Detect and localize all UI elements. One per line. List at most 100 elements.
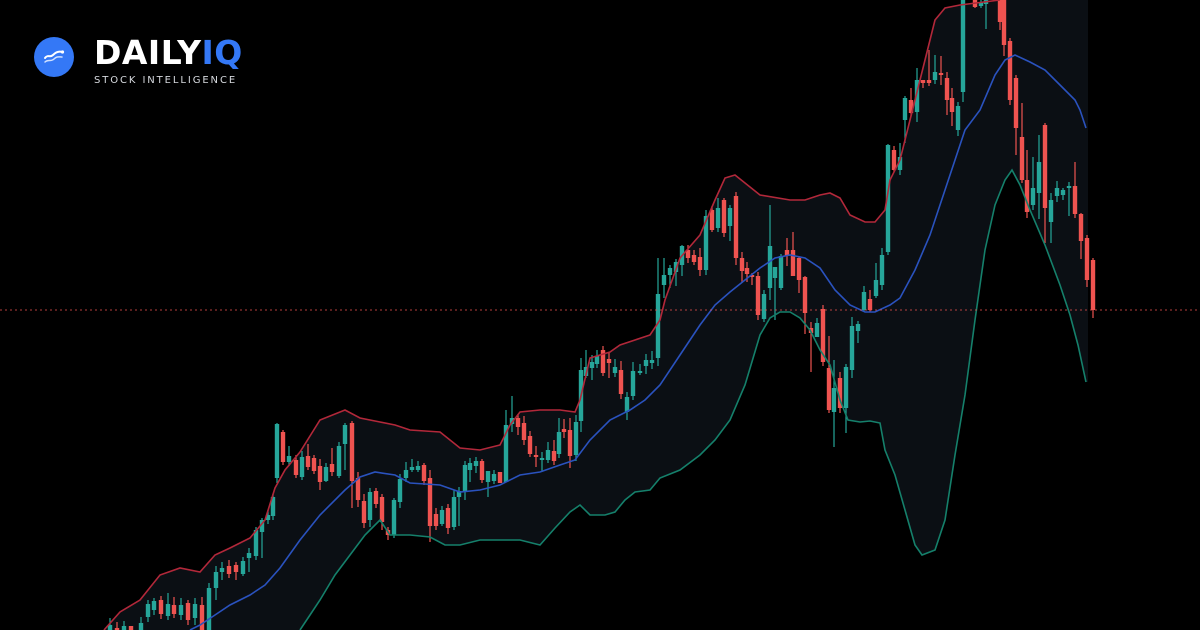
down-candle	[1013, 78, 1019, 128]
up-candle	[914, 80, 920, 112]
down-candle	[997, 0, 1003, 22]
up-candle	[594, 356, 600, 364]
down-candle	[949, 98, 955, 112]
up-candle	[259, 520, 265, 532]
down-candle	[1007, 41, 1013, 100]
down-candle	[867, 299, 873, 310]
up-candle	[897, 157, 903, 170]
up-candle	[145, 604, 151, 617]
up-candle	[439, 510, 445, 524]
down-candle	[305, 456, 311, 467]
down-candle	[445, 508, 451, 528]
down-candle	[128, 626, 134, 630]
up-candle	[879, 255, 885, 285]
down-candle	[926, 80, 932, 83]
down-candle	[433, 514, 439, 526]
up-candle	[643, 360, 649, 366]
up-candle	[778, 256, 784, 288]
up-candle	[703, 216, 709, 270]
down-candle	[329, 464, 335, 472]
up-candle	[831, 388, 837, 412]
brand-logo: DAILYIQ STOCK INTELLIGENCE	[34, 36, 243, 86]
up-candle	[556, 432, 562, 454]
down-candle	[521, 423, 527, 440]
up-candle	[637, 371, 643, 373]
down-candle	[944, 78, 950, 100]
down-candle	[280, 432, 286, 462]
down-candle	[567, 430, 573, 456]
up-candle	[655, 294, 661, 358]
up-candle	[814, 323, 820, 337]
up-candle	[219, 568, 225, 572]
up-candle	[270, 497, 276, 516]
up-candle	[323, 467, 329, 481]
down-candle	[618, 370, 624, 394]
up-candle	[589, 362, 595, 368]
down-candle	[820, 309, 826, 362]
up-candle	[336, 446, 342, 476]
down-candle	[721, 200, 727, 233]
down-candle	[114, 628, 120, 630]
down-candle	[479, 461, 485, 480]
down-candle	[1084, 238, 1090, 280]
up-candle	[612, 367, 618, 373]
down-candle	[802, 277, 808, 313]
up-candle	[861, 292, 867, 310]
down-candle	[1001, 0, 1007, 45]
up-candle	[902, 98, 908, 120]
down-candle	[421, 465, 427, 481]
up-candle	[456, 491, 462, 497]
up-candle	[727, 208, 733, 226]
down-candle	[784, 250, 790, 256]
up-candle	[121, 626, 127, 630]
up-candle	[151, 601, 157, 610]
up-candle	[1030, 188, 1036, 205]
up-candle	[772, 267, 778, 278]
up-candle	[415, 466, 421, 470]
down-candle	[600, 350, 606, 373]
down-candle	[158, 600, 164, 614]
down-candle	[733, 196, 739, 258]
down-candle	[551, 451, 557, 461]
down-candle	[891, 150, 897, 170]
down-candle	[355, 478, 361, 500]
down-candle	[837, 378, 843, 408]
up-candle	[467, 463, 473, 470]
up-candle	[960, 0, 966, 92]
up-candle	[367, 492, 373, 520]
candles-group	[107, 0, 1096, 630]
up-candle	[342, 425, 348, 444]
down-candle	[1024, 180, 1030, 212]
trend-line-icon	[34, 37, 74, 77]
down-candle	[379, 497, 385, 522]
up-candle	[624, 397, 630, 412]
brand-name-accent: IQ	[201, 33, 243, 72]
up-candle	[397, 479, 403, 502]
down-candle	[744, 268, 750, 274]
down-candle	[790, 250, 796, 276]
up-candle	[451, 497, 457, 527]
up-candle	[849, 326, 855, 370]
up-candle	[715, 208, 721, 228]
up-candle	[573, 422, 579, 455]
down-candle	[755, 276, 761, 315]
up-candle	[1036, 162, 1042, 193]
up-candle	[667, 268, 673, 275]
up-candle	[253, 530, 259, 556]
down-candle	[427, 478, 433, 526]
down-candle	[1042, 125, 1048, 208]
brand-tagline: STOCK INTELLIGENCE	[94, 75, 238, 86]
up-candle	[165, 604, 171, 616]
up-candle	[265, 515, 271, 520]
up-candle	[885, 145, 891, 252]
up-candle	[955, 106, 961, 130]
up-candle	[855, 324, 861, 331]
down-candle	[908, 100, 914, 113]
down-candle	[533, 455, 539, 457]
down-candle	[1019, 137, 1025, 180]
down-candle	[709, 210, 715, 230]
up-candle	[246, 553, 252, 558]
lower-bollinger-band	[299, 168, 1087, 630]
down-candle	[311, 458, 317, 471]
